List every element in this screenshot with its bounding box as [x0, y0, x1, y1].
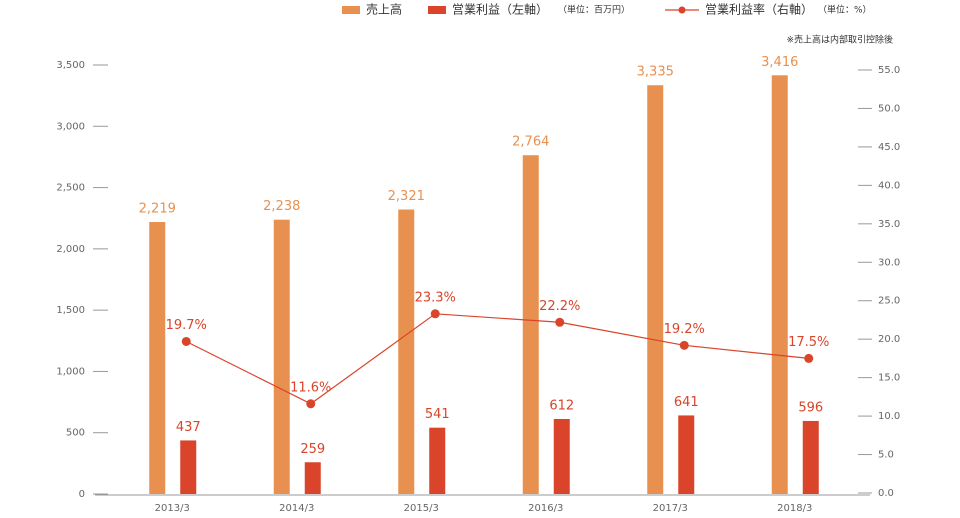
- x-tick-label: 2016/3: [528, 503, 563, 514]
- y-tick-label: 0: [79, 489, 85, 500]
- y-tick-label: 1,500: [56, 305, 85, 316]
- x-tick-label: 2014/3: [279, 503, 314, 514]
- y2-tick-label: 0.0: [878, 488, 894, 499]
- point: [306, 399, 316, 409]
- bar: [771, 75, 788, 495]
- bar: [429, 427, 446, 494]
- value-label: 3,416: [761, 55, 798, 70]
- point: [181, 336, 191, 346]
- note: ※売上高は内部取引控除後: [786, 34, 893, 46]
- y-tick-label: 500: [66, 428, 85, 439]
- bar: [398, 209, 415, 494]
- point: [679, 340, 689, 350]
- left-unit: （単位：百万円）: [558, 4, 630, 16]
- y2-tick-label: 55.0: [878, 65, 900, 76]
- value-label: 2,238: [263, 199, 300, 214]
- y2-tick-label: 15.0: [878, 373, 900, 384]
- bar: [180, 440, 197, 494]
- y2-tick-label: 25.0: [878, 296, 900, 307]
- y-tick-label: 2,500: [56, 183, 85, 194]
- value-label: 596: [798, 400, 823, 415]
- right-unit: （単位：%）: [818, 4, 872, 16]
- y-tick-label: 3,500: [56, 60, 85, 71]
- x-tick-label: 2015/3: [404, 503, 439, 514]
- y2-tick-label: 35.0: [878, 219, 900, 230]
- point: [804, 353, 814, 363]
- value-label: 612: [549, 398, 574, 413]
- y2-tick-label: 5.0: [878, 450, 894, 461]
- y-tick-label: 1,000: [56, 366, 85, 377]
- value-label: 541: [425, 407, 450, 422]
- legend-dot: [678, 6, 686, 14]
- value-label: 23.3%: [415, 290, 456, 305]
- legend-swatch: [428, 6, 446, 14]
- y2-tick-label: 20.0: [878, 334, 900, 345]
- bar: [802, 420, 819, 494]
- y2-tick-label: 50.0: [878, 103, 900, 114]
- y-tick-label: 2,000: [56, 244, 85, 255]
- point: [430, 309, 440, 319]
- line: [185, 313, 809, 405]
- legend-label: 営業利益率（右軸）: [705, 2, 813, 17]
- bar: [304, 462, 321, 494]
- y2-tick-label: 10.0: [878, 411, 900, 422]
- value-label: 19.7%: [166, 318, 207, 333]
- y-tick-label: 3,000: [56, 121, 85, 132]
- y2-tick-label: 40.0: [878, 180, 900, 191]
- bar: [678, 415, 695, 494]
- value-label: 11.6%: [290, 380, 331, 395]
- value-label: 2,764: [512, 135, 549, 150]
- value-label: 17.5%: [788, 335, 829, 350]
- value-label: 22.2%: [539, 299, 580, 314]
- value-label: 2,321: [388, 189, 425, 204]
- legend-label: 売上高: [366, 2, 402, 17]
- legend-swatch: [342, 6, 360, 14]
- bar: [273, 219, 290, 494]
- bar: [149, 222, 166, 494]
- value-label: 437: [176, 420, 201, 435]
- value-label: 3,335: [637, 65, 674, 80]
- y2-tick-label: 45.0: [878, 142, 900, 153]
- bar: [522, 155, 539, 494]
- bar: [553, 418, 570, 494]
- x-tick-label: 2018/3: [777, 503, 812, 514]
- value-label: 259: [300, 442, 325, 457]
- x-tick-label: 2017/3: [653, 503, 688, 514]
- point: [555, 317, 565, 327]
- value-label: 2,219: [139, 202, 176, 217]
- bar: [647, 85, 664, 494]
- x-tick-label: 2013/3: [155, 503, 190, 514]
- y2-tick-label: 30.0: [878, 257, 900, 268]
- legend-label: 営業利益（左軸）: [452, 2, 548, 17]
- value-label: 19.2%: [664, 322, 705, 337]
- value-label: 641: [674, 395, 699, 410]
